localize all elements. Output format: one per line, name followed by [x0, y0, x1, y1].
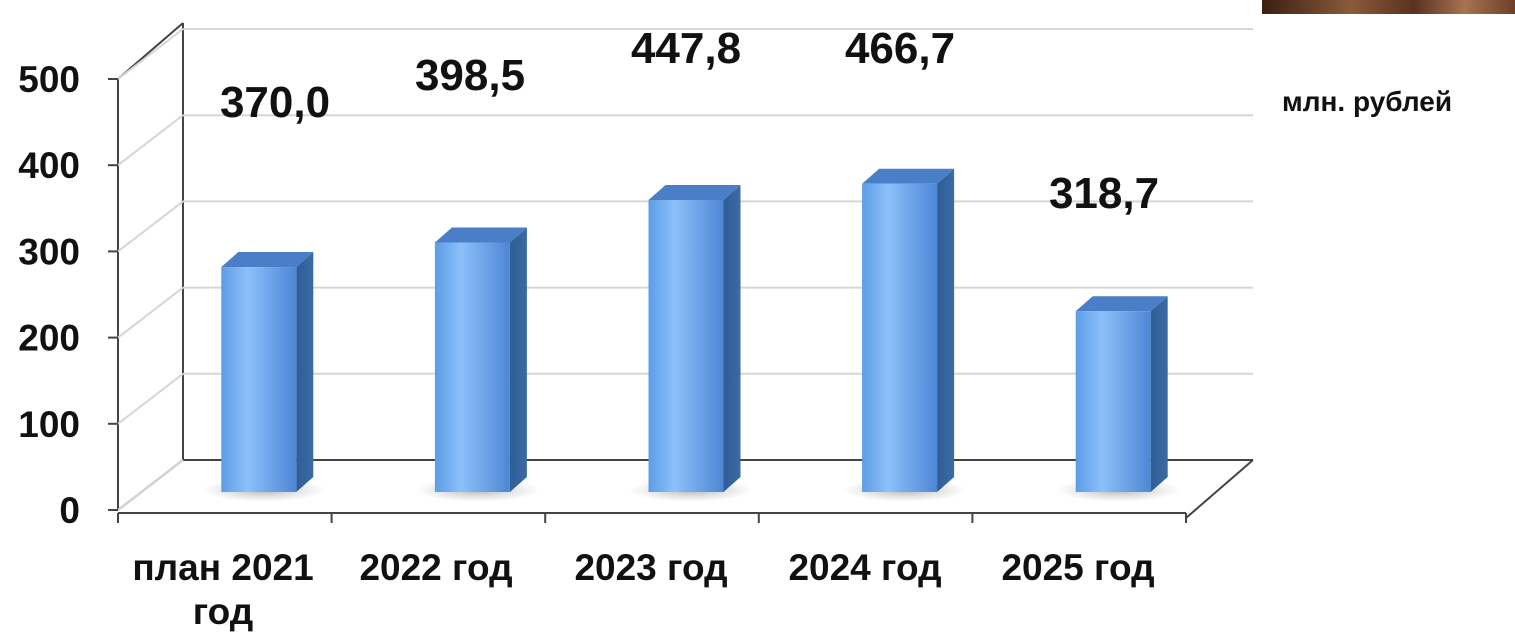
bar	[415, 227, 540, 502]
side-gridline	[117, 459, 184, 511]
side-gridline	[117, 114, 184, 166]
bar-top	[1075, 296, 1168, 312]
category-label: план 2021	[132, 547, 313, 588]
y-tick-label: 500	[18, 59, 80, 100]
bar-side	[937, 168, 955, 493]
bar-side	[723, 184, 741, 492]
y-tick-label: 0	[59, 490, 80, 531]
bar-front	[862, 183, 938, 493]
y-tick-label: 100	[18, 404, 80, 445]
bar	[1056, 296, 1181, 502]
y-tick-label: 300	[18, 231, 80, 272]
bar-front	[434, 242, 510, 492]
bar-front	[1075, 311, 1151, 492]
floor-right-edge	[1185, 459, 1254, 519]
category-label: 2023 год	[574, 547, 727, 588]
value-label: 318,7	[1049, 169, 1159, 218]
side-gridline	[117, 200, 184, 253]
category-label: год	[193, 591, 254, 632]
bar	[629, 184, 753, 502]
value-label: 370,0	[220, 78, 330, 127]
value-label: 466,7	[845, 24, 955, 73]
value-label: 398,5	[415, 51, 525, 100]
bar-side	[1150, 296, 1168, 492]
bar-front	[221, 267, 297, 492]
bar-top	[434, 227, 527, 243]
side-gridline	[117, 286, 184, 339]
y-axis-ticks: 0 100 200 300 400 500	[18, 59, 118, 531]
category-label: 2025 год	[1001, 547, 1154, 588]
bar	[842, 168, 967, 502]
value-labels: 370,0 398,5 447,8 466,7 318,7	[220, 24, 1159, 218]
x-axis	[117, 512, 1187, 523]
value-label: 447,8	[631, 24, 741, 73]
category-label: 2022 год	[359, 547, 512, 588]
photo-corner-image	[1262, 0, 1515, 14]
bar-side	[296, 252, 314, 492]
bar-top	[648, 184, 741, 200]
y-tick-label: 200	[18, 318, 80, 359]
unit-label: млн. рублей	[1282, 86, 1453, 117]
bar	[201, 252, 326, 502]
bar-top	[221, 252, 314, 268]
bar-front	[648, 199, 724, 492]
y-tick-label: 400	[18, 145, 80, 186]
side-gridline	[117, 28, 184, 80]
side-gridline	[117, 373, 184, 425]
category-label: 2024 год	[788, 547, 941, 588]
bar-side	[509, 227, 527, 493]
bars	[201, 168, 1181, 502]
bar-top	[862, 168, 955, 184]
